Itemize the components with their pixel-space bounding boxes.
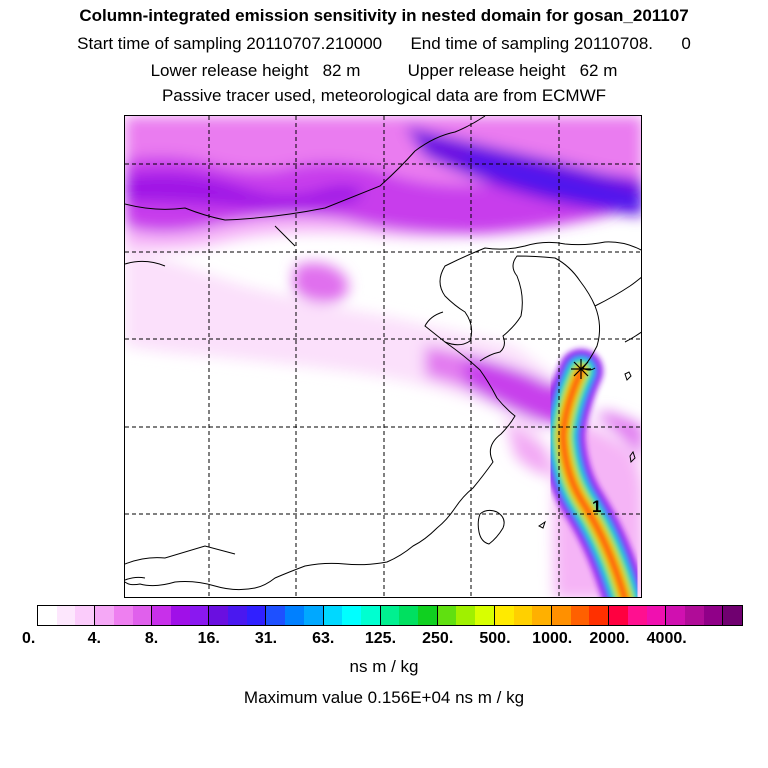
coastlines xyxy=(125,116,641,591)
colorbar-cell xyxy=(475,606,494,625)
colorbar-tick-label: 1000. xyxy=(532,630,573,647)
colorbar-cell xyxy=(303,606,323,625)
track-label: 1 xyxy=(592,497,601,516)
colorbar-cell xyxy=(360,606,380,625)
colorbar-tick-label: 0. xyxy=(22,630,36,647)
colorbar-tick-label: 31. xyxy=(254,630,278,647)
colorbar-cell xyxy=(532,606,551,625)
colorbar-tick-label: 2000. xyxy=(589,630,630,647)
colorbar-cell xyxy=(627,606,647,625)
colorbar-cell xyxy=(151,606,171,625)
colorbar-cell xyxy=(342,606,361,625)
colorbar-cell xyxy=(665,606,685,625)
colorbar-units: ns m / kg xyxy=(349,657,419,676)
colorbar-cell xyxy=(684,606,704,625)
colorbar-cell xyxy=(550,606,571,625)
colorbar-tick-label: 8. xyxy=(144,630,159,647)
lat-lon-grid xyxy=(125,116,641,597)
colorbar-cell xyxy=(285,606,304,625)
emission-sensitivity-map: 1 xyxy=(124,115,642,598)
colorbar-cell xyxy=(75,606,95,625)
colorbar-cell xyxy=(94,606,114,625)
colorbar-cell xyxy=(228,606,247,625)
colorbar-cell xyxy=(436,606,457,625)
colorbar-tick-label: 500. xyxy=(479,630,511,647)
colorbar-cell xyxy=(608,606,628,625)
colorbar-tick-label: 16. xyxy=(197,630,220,647)
colorbar-tick-label: 250. xyxy=(422,630,454,647)
plot-title: Column-integrated emission sensitivity i… xyxy=(79,6,689,25)
colorbar-cell xyxy=(208,606,229,625)
colorbar-cell xyxy=(513,606,533,625)
colorbar-cell xyxy=(589,606,609,625)
colorbar-tick-label: 125. xyxy=(364,630,397,647)
colorbar-cell xyxy=(379,606,400,625)
colorbar-cell xyxy=(38,606,57,625)
sampling-time-line: Start time of sampling 20110707.210000 E… xyxy=(77,34,691,53)
colorbar-cell xyxy=(189,606,209,625)
colorbar xyxy=(37,605,743,626)
colorbar-cell xyxy=(265,606,286,625)
maximum-value-text: Maximum value 0.156E+04 ns m / kg xyxy=(243,688,525,707)
colorbar-cell xyxy=(322,606,343,625)
tracer-info-line: Passive tracer used, meteorological data… xyxy=(161,86,607,105)
colorbar-tick-label: 4000. xyxy=(646,630,687,647)
release-height-line: Lower release height 82 m Upper release … xyxy=(150,61,618,80)
receptor-star-icon xyxy=(571,359,591,379)
colorbar-tick-label: 4. xyxy=(87,630,101,647)
plume-track xyxy=(541,349,641,597)
colorbar-cell xyxy=(246,606,266,625)
colorbar-cell xyxy=(493,606,514,625)
colorbar-cell xyxy=(703,606,723,625)
colorbar-tick-label: 63. xyxy=(312,630,335,647)
colorbar-cell xyxy=(56,606,76,625)
colorbar-cell xyxy=(399,606,419,625)
colorbar-cell xyxy=(170,606,190,625)
colorbar-cell xyxy=(113,606,133,625)
colorbar-cell xyxy=(722,606,743,625)
colorbar-cell xyxy=(132,606,152,625)
colorbar-cell xyxy=(570,606,590,625)
colorbar-cell xyxy=(418,606,437,625)
colorbar-cell xyxy=(456,606,476,625)
colorbar-cell xyxy=(646,606,666,625)
